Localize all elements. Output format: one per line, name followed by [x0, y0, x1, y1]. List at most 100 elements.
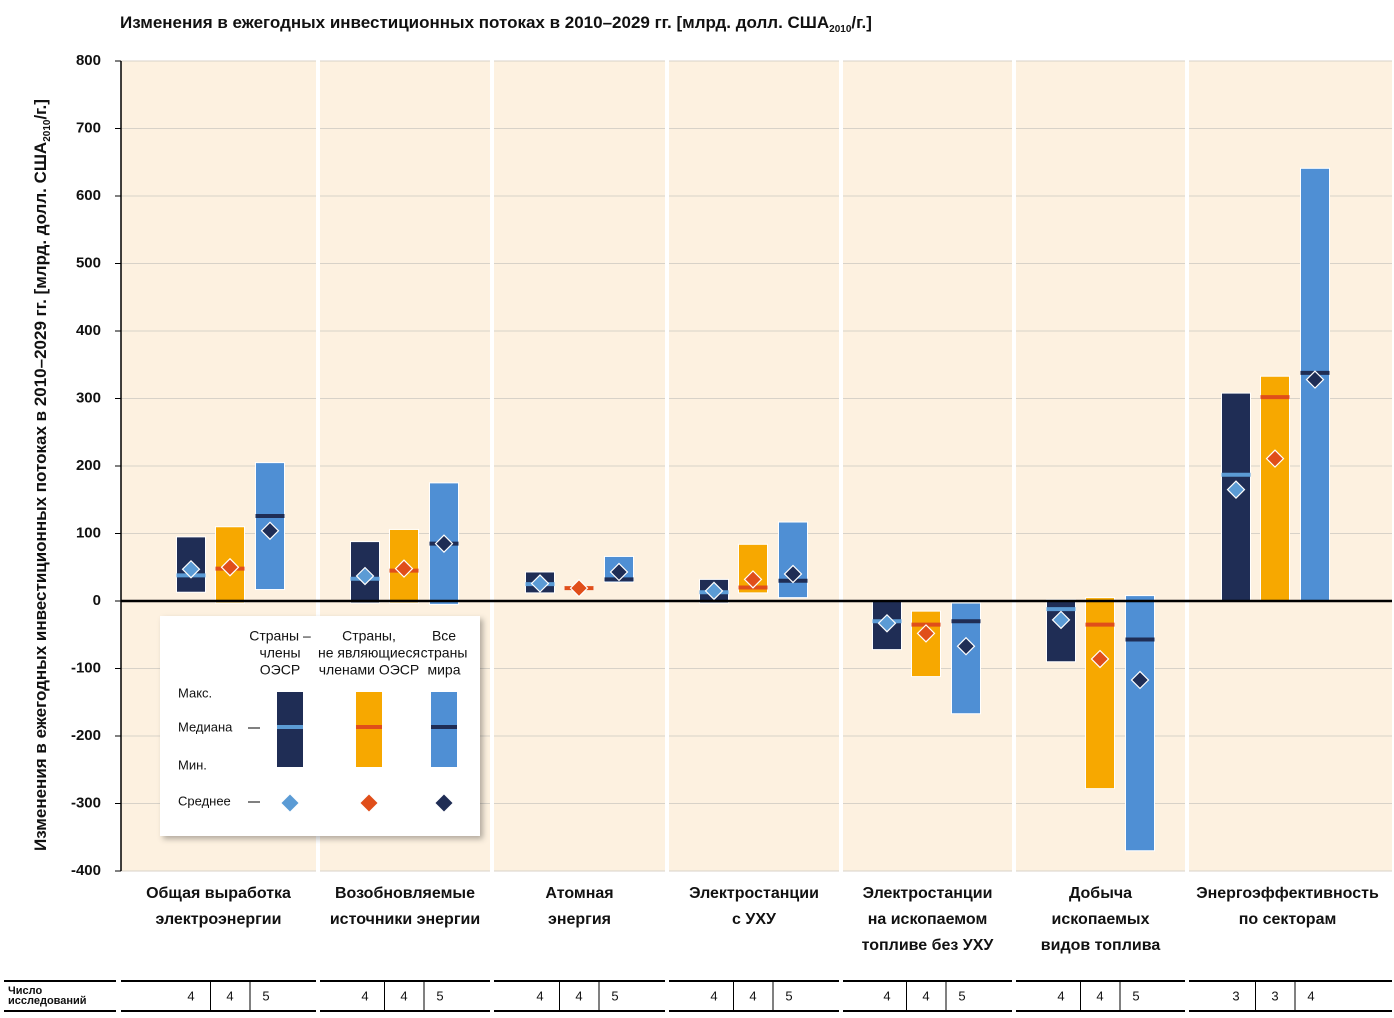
y-tick-label: -400	[71, 862, 101, 879]
x-tick-label: на ископаемом	[868, 911, 988, 928]
y-tick-label: 400	[76, 322, 101, 339]
mean-marker	[1051, 610, 1071, 630]
legend-label: мира	[427, 662, 460, 678]
studies-label: исследований	[8, 995, 87, 1007]
study-count: 3	[1232, 988, 1239, 1003]
text-part: Изменения в ежегодных инвестиционных пот…	[31, 142, 50, 851]
mean-marker	[1226, 480, 1246, 499]
range-bar	[778, 521, 808, 599]
study-count: 4	[1057, 988, 1064, 1003]
study-count: 5	[436, 988, 443, 1003]
mean-marker	[1265, 449, 1285, 468]
study-count: 4	[226, 988, 233, 1003]
x-tick-label: ископаемых	[1052, 911, 1150, 928]
legend-label: не являющиеся	[318, 645, 420, 661]
mean-marker	[260, 521, 280, 541]
study-count: 3	[1271, 988, 1278, 1003]
mean-marker	[1305, 370, 1325, 389]
x-tick-label: Электростанции	[863, 885, 993, 902]
study-count: 4	[1096, 988, 1103, 1003]
range-bar	[1085, 597, 1115, 790]
x-tick-label: электроэнергии	[156, 911, 282, 928]
study-count: 4	[575, 988, 582, 1003]
legend-stat: Макс.	[178, 685, 212, 700]
range-bar	[350, 541, 380, 604]
y-tick-label: 0	[93, 592, 101, 609]
legend-box	[160, 616, 480, 836]
legend-swatch	[356, 692, 382, 767]
study-count: 4	[400, 988, 407, 1003]
legend-mean	[281, 794, 299, 812]
text-sub: 2010	[42, 119, 53, 142]
studies-label: Число	[8, 985, 42, 997]
mean-marker	[609, 562, 629, 582]
mean-marker	[877, 613, 897, 633]
legend-label: Страны,	[342, 628, 396, 644]
legend-label: ОЭСР	[260, 662, 300, 678]
study-count: 5	[1132, 988, 1139, 1003]
x-tick-label: Энергоэффективность	[1196, 885, 1379, 902]
study-count: 5	[262, 988, 269, 1003]
legend-mean	[435, 794, 453, 812]
mean-marker	[783, 564, 803, 584]
legend-swatch	[431, 692, 457, 767]
range-bar	[1300, 167, 1330, 602]
study-count: 4	[536, 988, 543, 1003]
mean-marker	[569, 578, 589, 598]
range-bar	[911, 610, 941, 678]
x-tick-label: энергия	[548, 911, 611, 928]
study-count: 4	[710, 988, 717, 1003]
mean-marker	[916, 624, 936, 643]
x-tick-label: с УХУ	[732, 911, 777, 928]
study-count: 4	[1307, 988, 1314, 1003]
range-bar	[1260, 375, 1290, 602]
legend-stat: Среднее	[178, 793, 231, 808]
y-tick-label: 600	[76, 187, 101, 204]
y-tick-label: -100	[71, 659, 101, 676]
study-count: 4	[749, 988, 756, 1003]
y-tick-label: 100	[76, 524, 101, 541]
legend-mean	[360, 794, 378, 812]
text-sub: 2010	[829, 24, 852, 35]
study-count: 5	[611, 988, 618, 1003]
legend-stat: Медиана	[178, 719, 233, 734]
mean-marker	[355, 566, 375, 586]
y-tick-label: 300	[76, 389, 101, 406]
x-tick-label: Электростанции	[689, 885, 819, 902]
legend-label: Все	[432, 628, 456, 644]
mean-marker	[181, 559, 201, 579]
legend-label: члены	[259, 645, 300, 661]
x-tick-label: Возобновляемые	[335, 885, 475, 902]
y-tick-label: 800	[76, 52, 101, 69]
text-part: /г.]	[31, 99, 50, 120]
study-count: 5	[958, 988, 965, 1003]
legend-stat: Мин.	[178, 757, 207, 772]
text-part: /г.]	[851, 13, 872, 32]
mean-marker	[220, 557, 240, 577]
mean-marker	[1130, 670, 1150, 690]
x-tick-label: видов топлива	[1041, 937, 1161, 954]
mean-marker	[956, 636, 976, 656]
x-tick-label: Добыча	[1069, 885, 1132, 902]
y-axis-label: Изменения в ежегодных инвестиционных пот…	[31, 99, 52, 851]
text-part: Изменения в ежегодных инвестиционных пот…	[120, 13, 829, 32]
mean-marker	[394, 559, 414, 578]
mean-marker	[743, 570, 763, 589]
x-tick-label: Атомная	[545, 885, 613, 902]
legend-swatch	[277, 692, 303, 767]
x-tick-label: по секторам	[1239, 911, 1337, 928]
x-tick-label: Общая выработка	[146, 885, 291, 902]
mean-marker	[434, 534, 454, 553]
study-count: 4	[187, 988, 194, 1003]
y-tick-label: 500	[76, 254, 101, 271]
study-count: 5	[785, 988, 792, 1003]
mean-marker	[1090, 649, 1110, 669]
study-count: 4	[922, 988, 929, 1003]
legend-label: Страны –	[249, 628, 311, 644]
y-tick-label: 200	[76, 457, 101, 474]
legend-label: страны	[421, 645, 468, 661]
mean-marker	[704, 581, 724, 601]
x-tick-label: источники энергии	[330, 911, 480, 928]
